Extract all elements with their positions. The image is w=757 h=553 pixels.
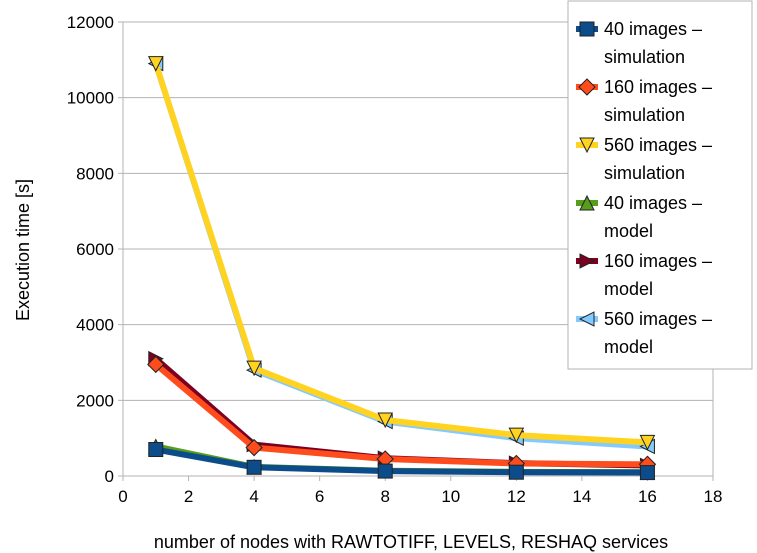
y-tick-label: 8000	[76, 164, 114, 183]
legend-item: 40 images – model	[576, 193, 702, 241]
legend-label: 160 images –	[604, 251, 712, 271]
series-5	[148, 350, 656, 474]
series-lines	[147, 55, 657, 481]
legend-label: 40 images –	[604, 19, 702, 39]
legend-label: simulation	[604, 105, 685, 125]
legend-label: 40 images –	[604, 193, 702, 213]
legend-marker	[578, 78, 596, 96]
legend-marker	[579, 253, 596, 269]
legend-box	[567, 0, 753, 370]
data-point	[147, 56, 164, 72]
legend-label: model	[604, 279, 653, 299]
legend-item: 560 images – simulation	[576, 135, 712, 183]
y-tick-label: 12000	[67, 13, 114, 32]
legend-label: 160 images –	[604, 77, 712, 97]
data-point	[639, 434, 656, 451]
series-2	[147, 355, 657, 473]
legend-marker	[579, 21, 595, 37]
x-tick-label: 18	[704, 487, 723, 506]
legend-marker	[579, 137, 595, 154]
x-tick-label: 2	[184, 487, 193, 506]
x-tick-label: 8	[380, 487, 389, 506]
x-tick-label: 0	[118, 487, 127, 506]
legend-marker	[578, 311, 595, 327]
data-point	[246, 459, 262, 475]
series-line	[153, 362, 648, 468]
x-tick-label: 10	[441, 487, 460, 506]
x-tick-label: 4	[249, 487, 258, 506]
x-axis-label: number of nodes with RAWTOTIFF, LEVELS, …	[154, 532, 668, 552]
axes: 0 2000 4000 6000 8000 10000 12000 0 2 4 6 8 10 12 14 16…	[67, 13, 723, 506]
data-point	[508, 464, 524, 480]
data-point	[246, 360, 262, 377]
legend-label: model	[604, 337, 653, 357]
series-1	[148, 442, 655, 481]
y-tick-label: 0	[105, 467, 114, 486]
data-point	[245, 438, 263, 457]
legend: 40 images – simulation 160 images – simulat…	[567, 0, 753, 370]
y-tick-label: 2000	[76, 391, 114, 410]
y-tick-label: 6000	[76, 240, 114, 259]
x-tick-label: 16	[638, 487, 657, 506]
data-point	[377, 412, 394, 429]
legend-label: simulation	[604, 47, 685, 67]
data-point	[508, 427, 525, 444]
legend-item: 160 images – simulation	[576, 77, 712, 125]
legend-label: model	[604, 221, 653, 241]
data-point	[147, 355, 165, 374]
legend-item: 560 images – model	[576, 309, 712, 357]
x-tick-label: 6	[315, 487, 324, 506]
legend-label: 560 images –	[604, 135, 712, 155]
legend-label: 560 images –	[604, 309, 712, 329]
series-line	[153, 356, 648, 469]
x-tick-label: 12	[507, 487, 526, 506]
series-3	[147, 56, 656, 451]
y-tick-label: 4000	[76, 316, 114, 335]
data-point	[377, 463, 393, 479]
y-axis-label: Execution time [s]	[13, 179, 33, 321]
data-point	[148, 442, 164, 458]
legend-label: simulation	[604, 163, 685, 183]
legend-marker	[579, 194, 595, 211]
y-tick-label: 10000	[67, 89, 114, 108]
data-point	[639, 465, 655, 481]
legend-item: 40 images – simulation	[576, 19, 702, 67]
x-tick-label: 14	[572, 487, 591, 506]
legend-item: 160 images – model	[576, 251, 712, 299]
